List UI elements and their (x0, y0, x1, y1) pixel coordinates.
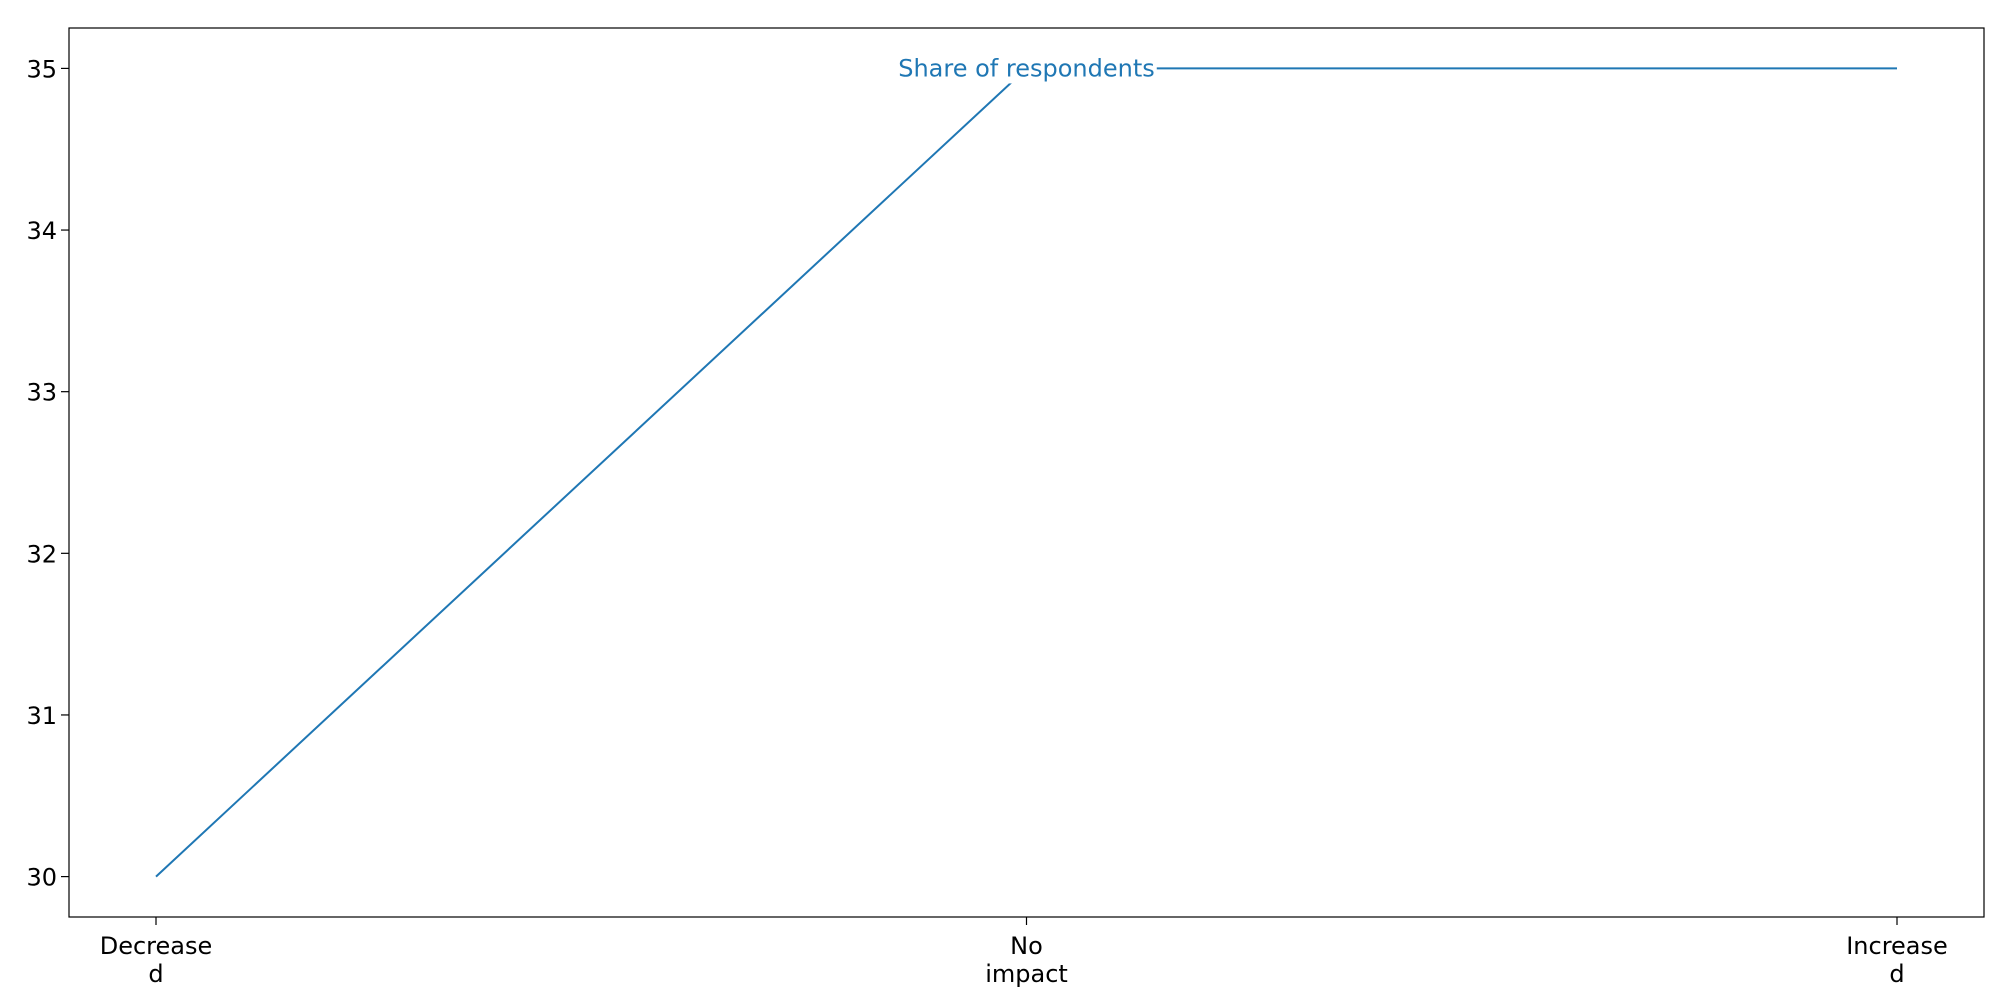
x-tick-label: Decrease d (100, 932, 213, 988)
y-tick-label: 35 (26, 55, 57, 83)
y-axis: 30 31 32 33 34 35 (26, 55, 69, 892)
plot-frame (68, 27, 1985, 918)
y-tick-label: 33 (26, 379, 57, 407)
series-layer: Share of respondents (155, 53, 1897, 878)
series-line (155, 67, 1897, 878)
series-label: Share of respondents (898, 54, 1155, 82)
x-tick-label-line: No (1010, 932, 1043, 960)
series-label-background (896, 53, 1157, 84)
y-tick-label: 30 (26, 864, 57, 892)
x-tick-label: No impact (985, 932, 1068, 988)
x-tick-label-line: Increase (1846, 932, 1948, 960)
x-tick-label-line: Decrease (100, 932, 213, 960)
y-tick-label: 32 (26, 540, 57, 568)
x-tick-label-line: d (148, 960, 163, 988)
x-tick-label: Increase d (1846, 932, 1948, 988)
y-tick-label: 31 (26, 702, 57, 730)
x-tick-label-line: d (1889, 960, 1904, 988)
x-tick-label-line: impact (985, 960, 1068, 988)
y-tick-label: 34 (26, 217, 57, 245)
